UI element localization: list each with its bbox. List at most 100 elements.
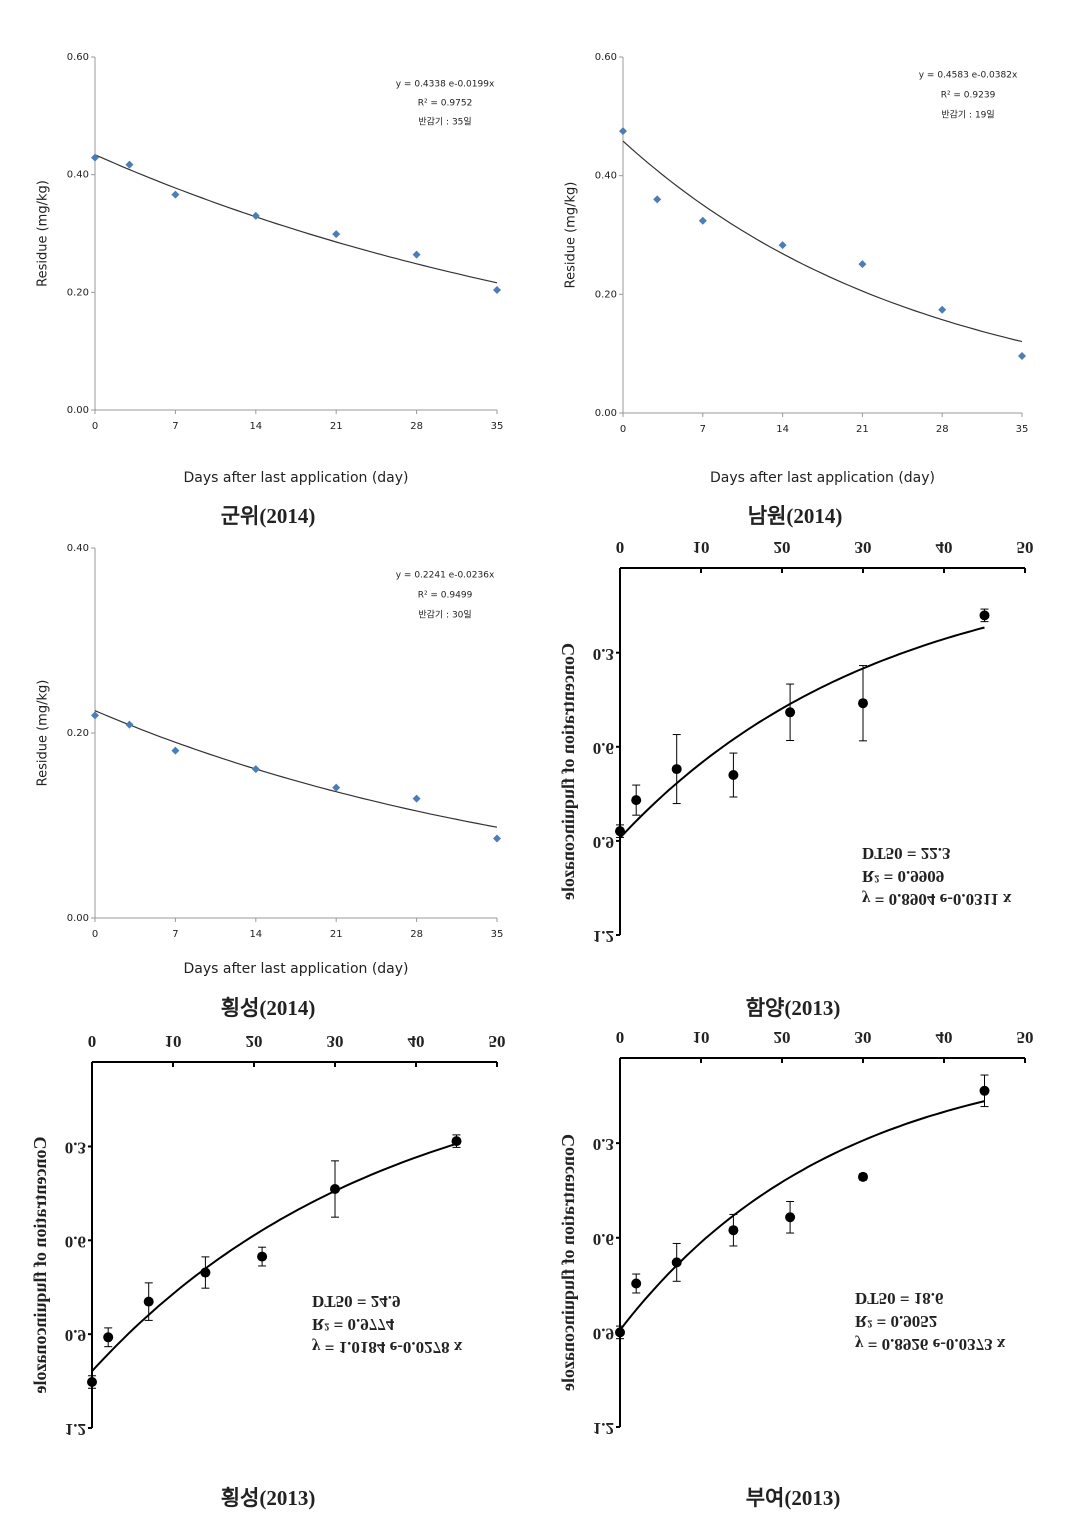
point xyxy=(125,160,134,169)
x-tick-label: 21 xyxy=(856,424,869,435)
x-tick-label: 10 xyxy=(693,1028,710,1047)
annotation: DT50 = 18.6 xyxy=(855,1289,944,1308)
point xyxy=(125,720,134,729)
x-tick-label: 35 xyxy=(491,421,504,432)
y-axis-title: Residue (mg/kg) xyxy=(36,680,51,787)
annotation: y = 0.8904 e-0.0311 x xyxy=(862,890,1012,909)
x-tick-label: 21 xyxy=(330,929,343,940)
caption: 군위(2014) xyxy=(221,504,316,528)
y-tick-label: 0.6 xyxy=(593,1230,614,1249)
point xyxy=(671,764,682,775)
y-tick-label: 1.2 xyxy=(593,927,614,946)
y-tick-label: 0.00 xyxy=(595,408,617,419)
caption: 함양(2013) xyxy=(746,996,841,1020)
y-tick-label: 0.6 xyxy=(65,1232,86,1251)
caption: 부여(2013) xyxy=(746,1486,841,1510)
point xyxy=(330,1184,340,1195)
x-tick-label: 28 xyxy=(410,929,423,940)
x-tick-label: 10 xyxy=(165,1032,182,1051)
y-tick-label: 0.3 xyxy=(593,645,614,664)
x-tick-label: 0 xyxy=(88,1032,97,1051)
x-axis-title: Days after last application (day) xyxy=(183,470,408,486)
y-tick-label: 0.40 xyxy=(67,543,89,554)
caption: 남원(2014) xyxy=(748,504,843,528)
point xyxy=(619,127,627,136)
annotation: R² = 0.9499 xyxy=(418,591,473,601)
point xyxy=(728,770,739,781)
point xyxy=(631,1278,642,1289)
point xyxy=(251,765,260,774)
y-tick-label: 0.9 xyxy=(593,833,614,852)
annotation: y = 0.4583 e-0.0382x xyxy=(919,71,1018,81)
annotation: y = 0.8926 e-0.0373 x xyxy=(855,1335,1006,1354)
point xyxy=(451,1136,462,1147)
point xyxy=(332,230,341,239)
point xyxy=(858,698,868,709)
x-tick-label: 10 xyxy=(693,538,710,557)
x-tick-label: 21 xyxy=(330,421,343,432)
y-tick-label: 0.60 xyxy=(67,52,89,63)
point xyxy=(615,1327,625,1338)
y-tick-label: 1.2 xyxy=(593,1419,614,1438)
y-tick-label: 0.60 xyxy=(595,52,617,63)
x-tick-label: 7 xyxy=(172,421,178,432)
caption: 횡성(2013) xyxy=(221,1486,316,1510)
point xyxy=(671,1257,682,1268)
x-tick-label: 30 xyxy=(327,1032,344,1051)
point xyxy=(251,211,260,220)
y-tick-label: 0.9 xyxy=(65,1326,86,1345)
y-tick-label: 0.20 xyxy=(595,289,617,300)
x-tick-label: 30 xyxy=(855,1028,872,1047)
y-tick-label: 0.20 xyxy=(67,287,89,298)
annotation: R² = 0.9774 xyxy=(312,1315,395,1334)
x-tick-label: 35 xyxy=(491,929,504,940)
point xyxy=(979,1085,990,1096)
point xyxy=(653,195,662,204)
point xyxy=(257,1251,268,1262)
x-tick-label: 28 xyxy=(410,421,423,432)
x-tick-label: 14 xyxy=(776,424,789,435)
point xyxy=(785,1212,796,1223)
x-tick-label: 20 xyxy=(774,1028,791,1047)
point xyxy=(91,711,99,720)
y-axis-title: Concentration of fluquinconazole xyxy=(558,643,578,900)
x-tick-label: 7 xyxy=(172,929,178,940)
point xyxy=(631,795,642,806)
fit-curve xyxy=(622,140,1023,343)
y-tick-label: 1.2 xyxy=(65,1420,86,1439)
point xyxy=(91,153,99,162)
point xyxy=(171,746,180,755)
x-tick-label: 7 xyxy=(700,424,706,435)
x-axis-title: Days after last application (day) xyxy=(710,470,935,486)
annotation: 반감기 : 30일 xyxy=(418,609,471,621)
x-tick-label: 0 xyxy=(616,1028,625,1047)
fit-curve xyxy=(619,626,985,839)
point xyxy=(938,305,947,314)
x-tick-label: 28 xyxy=(936,424,949,435)
point xyxy=(103,1332,114,1343)
fit-curve xyxy=(94,710,498,828)
point xyxy=(615,826,625,837)
point xyxy=(979,610,990,621)
point xyxy=(412,794,421,803)
y-tick-label: 0.3 xyxy=(593,1135,614,1154)
x-tick-label: 40 xyxy=(408,1032,425,1051)
annotation: R² = 0.9752 xyxy=(418,99,473,109)
annotation: R² = 0.9909 xyxy=(862,867,944,886)
annotation: R² = 0.9239 xyxy=(941,91,996,101)
fit-curve xyxy=(91,1142,457,1372)
point xyxy=(493,285,501,294)
annotation: y = 0.4338 e-0.0199x xyxy=(396,80,495,90)
y-tick-label: 0.40 xyxy=(595,171,617,182)
annotation: y = 1.0184 e-0.0278 x xyxy=(312,1338,463,1357)
annotation: y = 0.2241 e-0.0236x xyxy=(396,571,495,581)
x-tick-label: 0 xyxy=(92,929,98,940)
point xyxy=(778,241,787,250)
x-tick-label: 40 xyxy=(936,1028,953,1047)
point xyxy=(171,190,180,199)
point xyxy=(785,707,796,718)
point xyxy=(858,1171,868,1182)
x-tick-label: 30 xyxy=(855,538,872,557)
point xyxy=(332,783,341,792)
point xyxy=(87,1377,97,1388)
